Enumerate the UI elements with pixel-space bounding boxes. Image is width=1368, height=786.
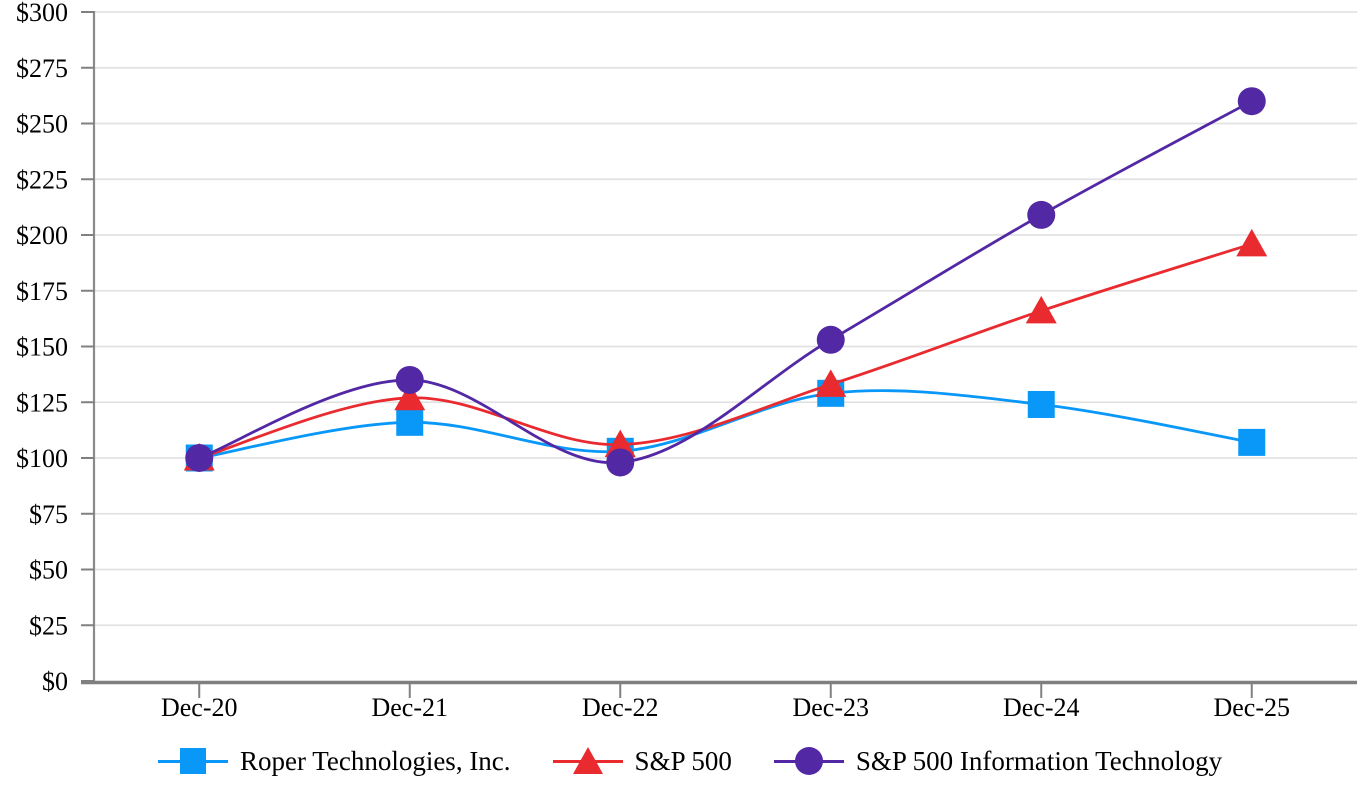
legend-triangle-marker-icon — [552, 746, 623, 776]
x-axis-tick-label: Dec-24 — [1003, 693, 1080, 722]
legend-item-roper-technologies: Roper Technologies, Inc. — [158, 746, 511, 776]
y-axis-tick-label: $100 — [16, 444, 68, 473]
tsr-line-chart: $0 $25 $50 $75 $100 $125 $150 $175 $200 $225 $250 $… — [16, 0, 1357, 722]
y-axis-tick-label: $125 — [16, 388, 68, 417]
legend-circle-marker-icon — [773, 746, 844, 776]
y-axis-tick-label: $200 — [16, 221, 68, 250]
x-axis-tick-label: Dec-25 — [1213, 693, 1290, 722]
gridlines — [94, 11, 1357, 627]
legend-label-sp500-information-technology: S&P 500 Information Technology — [855, 745, 1223, 776]
y-axis-tick-label: $275 — [16, 54, 68, 83]
x-axis-tick-label: Dec-20 — [161, 693, 238, 722]
legend-label-roper-technologies: Roper Technologies, Inc. — [240, 745, 511, 776]
y-axis-tick-label: $250 — [16, 110, 68, 139]
axis-labels: $0 $25 $50 $75 $100 $125 $150 $175 $200 $225 $250 $… — [16, 0, 1290, 722]
legend-item-sp500: S&P 500 — [552, 745, 732, 776]
y-axis-tick-label: $300 — [16, 0, 68, 27]
y-axis-tick-label: $150 — [16, 333, 68, 362]
legend-label-sp500: S&P 500 — [634, 745, 732, 776]
y-axis-tick-label: $50 — [29, 556, 68, 585]
y-axis-tick-label: $0 — [42, 667, 68, 696]
chart-legend: Roper Technologies, Inc. S&P 500 S&P 500… — [0, 736, 1368, 786]
x-axis-tick-label: Dec-22 — [582, 693, 659, 722]
axes — [81, 11, 1357, 698]
x-axis-tick-label: Dec-23 — [792, 693, 869, 722]
legend-square-marker-icon — [158, 746, 228, 776]
y-axis-tick-label: $225 — [16, 165, 68, 194]
x-axis-tick-label: Dec-21 — [371, 693, 448, 722]
y-axis-tick-label: $75 — [29, 500, 68, 529]
legend-item-sp500-information-technology: S&P 500 Information Technology — [773, 745, 1223, 776]
data-series — [183, 87, 1268, 477]
y-axis-tick-label: $175 — [16, 277, 68, 306]
y-axis-tick-label: $25 — [29, 611, 68, 640]
